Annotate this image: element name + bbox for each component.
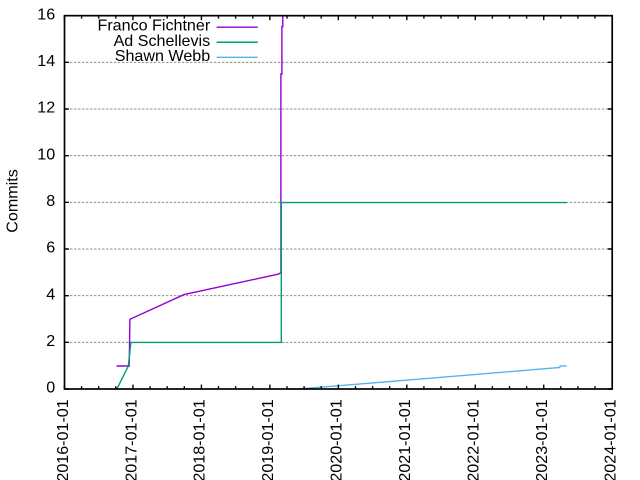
svg-text:2023-01-01: 2023-01-01	[533, 399, 551, 480]
svg-text:10: 10	[37, 145, 55, 163]
svg-text:2017-01-01: 2017-01-01	[122, 399, 140, 480]
svg-text:2016-01-01: 2016-01-01	[54, 399, 72, 480]
svg-text:Ad Schellevis: Ad Schellevis	[114, 32, 211, 50]
svg-text:2: 2	[46, 332, 55, 350]
svg-text:2021-01-01: 2021-01-01	[396, 399, 414, 480]
svg-text:Commits: Commits	[4, 169, 22, 232]
svg-text:2024-01-01: 2024-01-01	[601, 399, 619, 480]
svg-text:12: 12	[37, 99, 55, 117]
svg-text:Franco Fichtner: Franco Fichtner	[97, 17, 210, 35]
svg-text:6: 6	[46, 239, 55, 257]
svg-text:2022-01-01: 2022-01-01	[465, 399, 483, 480]
svg-text:2018-01-01: 2018-01-01	[191, 399, 209, 480]
svg-text:Shawn Webb: Shawn Webb	[115, 47, 210, 65]
svg-text:8: 8	[46, 192, 55, 210]
svg-text:0: 0	[46, 379, 55, 397]
svg-text:2019-01-01: 2019-01-01	[259, 399, 277, 480]
svg-text:2020-01-01: 2020-01-01	[328, 399, 346, 480]
svg-text:14: 14	[37, 52, 55, 70]
svg-text:16: 16	[37, 5, 55, 23]
svg-text:4: 4	[46, 285, 55, 303]
